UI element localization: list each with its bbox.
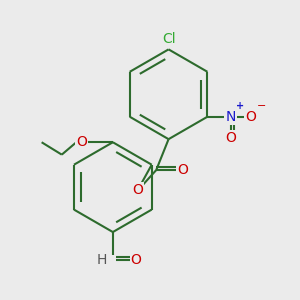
Text: N: N xyxy=(226,110,236,124)
Text: O: O xyxy=(177,163,188,177)
Text: −: − xyxy=(256,101,266,111)
Text: O: O xyxy=(76,135,87,149)
Text: Cl: Cl xyxy=(162,32,176,46)
Text: O: O xyxy=(245,110,256,124)
Text: O: O xyxy=(130,253,142,267)
Text: +: + xyxy=(236,100,244,110)
Text: O: O xyxy=(132,183,143,197)
Text: H: H xyxy=(97,253,107,267)
Text: O: O xyxy=(225,131,236,146)
